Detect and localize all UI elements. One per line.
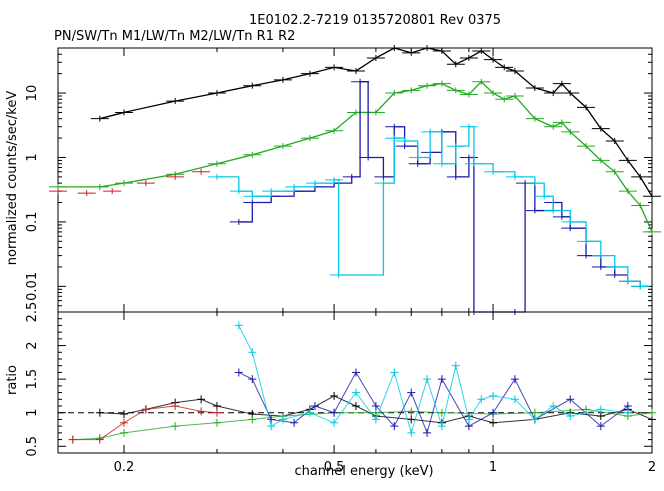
y-tick-label: 1.5 — [25, 369, 40, 390]
ratio-trace — [238, 325, 628, 435]
spectrum-model-line — [216, 126, 648, 288]
ratio-panel: 0.5 1 1.5 2 2.5 0.2 0.5 1 2 — [25, 302, 656, 475]
x-tick-label: 2 — [648, 460, 656, 475]
x-tick-label: 0.2 — [114, 460, 135, 475]
y-tick-label: 2 — [25, 341, 40, 349]
spectrum-series — [49, 168, 211, 197]
ratio-series — [234, 368, 632, 437]
y-tick-label: 2.5 — [25, 302, 40, 323]
x-tick-label: 0.5 — [324, 460, 345, 475]
spectrum-series — [207, 123, 650, 290]
y-tick-label: 0.1 — [25, 212, 40, 233]
chart-title: 1E0102.2-7219 0135720801 Rev 0375 — [249, 13, 501, 28]
spectrum-model-line — [99, 47, 653, 197]
spectrum-model-line — [238, 81, 648, 313]
ratio-trace — [72, 408, 653, 441]
y-tick-label: 0.01 — [25, 272, 40, 301]
spectrum-frame — [57, 47, 653, 313]
y-axis-label-ratio: ratio — [5, 365, 20, 395]
y-tick-label: 1 — [25, 409, 40, 417]
y-axis-label-spectrum: normalized counts/sec/keV — [5, 91, 20, 266]
ratio-trace — [238, 371, 629, 435]
x-tick-label: 1 — [489, 460, 497, 475]
spectrum-series — [49, 78, 661, 235]
ratio-series — [68, 405, 656, 444]
spectrum-panel: 0.01 0.1 1 10 — [25, 45, 661, 315]
y-tick-label: 1 — [25, 153, 40, 161]
spectrum-model-line — [58, 80, 653, 233]
y-tick-label: 10 — [25, 85, 40, 102]
spectrum-series — [229, 78, 650, 315]
ratio-series — [68, 402, 221, 444]
ratio-trace — [72, 405, 217, 441]
chart-subtitle: PN/SW/Tn M1/LW/Tn M2/LW/Tn R1 R2 — [54, 29, 295, 44]
y-tick-label: 0.5 — [25, 436, 40, 457]
ratio-series — [234, 321, 632, 437]
ratio-frame — [57, 311, 653, 454]
x-axis-label: channel energy (keV) — [294, 464, 433, 479]
spectrum-series — [90, 45, 661, 200]
